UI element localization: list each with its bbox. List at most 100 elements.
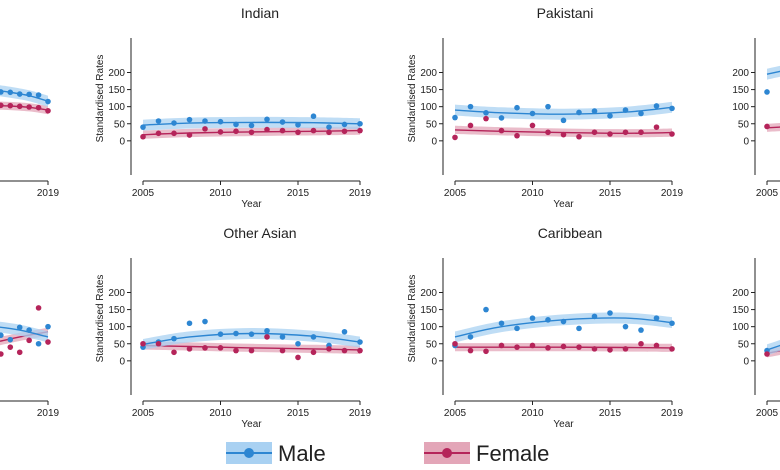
male-data-point <box>202 318 208 325</box>
male-data-point <box>171 120 177 126</box>
male-data-point <box>45 323 51 330</box>
male-data-point <box>591 313 598 320</box>
male-data-point <box>498 320 505 327</box>
male-confidence-band <box>455 101 672 120</box>
x-tick-label: 2019 <box>37 188 60 199</box>
male-data-point <box>326 124 332 130</box>
y-tick-label: 50 <box>114 339 126 350</box>
female-data-point <box>186 346 193 352</box>
x-tick-label: 2010 <box>521 188 544 199</box>
x-tick-label: 2005 <box>756 188 779 199</box>
chart-panel-7: 2005 0 50 100 150 200 <box>732 258 780 419</box>
male-data-point <box>467 103 474 110</box>
female-data-point <box>326 129 332 136</box>
male-data-point <box>26 91 32 98</box>
legend-female-label: Female <box>476 441 549 466</box>
x-tick-label: 2019 <box>349 408 372 419</box>
female-data-point <box>653 124 660 130</box>
male-data-point <box>529 110 536 117</box>
male-data-point <box>357 120 363 127</box>
y-tick-label: 50 <box>738 339 750 350</box>
male-data-point <box>140 124 146 130</box>
male-data-point <box>483 110 489 116</box>
female-data-point <box>607 131 613 137</box>
plot-area <box>140 318 363 361</box>
x-tick-label: 2019 <box>661 188 684 199</box>
female-data-point <box>155 340 162 347</box>
female-data-point <box>310 127 317 134</box>
y-tick-label: 100 <box>732 102 749 113</box>
male-data-point <box>217 331 224 337</box>
male-data-point <box>264 116 270 123</box>
male-data-point <box>16 324 23 331</box>
female-data-point <box>7 102 14 109</box>
plot-area <box>0 85 51 115</box>
male-data-point <box>514 104 520 111</box>
chart-panel-1: Indian 2005 2010 2015 2019 Year 0 50 100 150 200St… <box>95 5 372 210</box>
chart-panel-2: Pakistani 2005 2010 2015 2019 Year 0 50 100 150 20… <box>407 5 684 210</box>
male-data-point <box>248 122 255 129</box>
male-data-point <box>545 103 551 110</box>
female-data-point <box>591 346 598 352</box>
female-data-point <box>26 337 32 344</box>
male-confidence-band <box>0 321 48 343</box>
x-tick-label: 2015 <box>287 188 310 199</box>
y-tick-label: 0 <box>431 136 437 147</box>
chart-panel-5: Other Asian 2005 2010 2015 2019 Year 0 50 100 150… <box>95 225 372 430</box>
male-data-point <box>233 121 239 128</box>
male-data-point <box>279 119 286 125</box>
female-data-point <box>576 344 582 350</box>
female-data-point <box>341 128 348 135</box>
y-tick-label: 50 <box>738 119 750 130</box>
y-axis-label: Standardised Rates <box>407 275 418 363</box>
male-data-point <box>310 113 317 120</box>
plot-area <box>764 340 780 358</box>
y-tick-label: 100 <box>420 322 437 333</box>
male-data-point <box>264 327 270 334</box>
y-tick-label: 50 <box>114 119 126 130</box>
x-tick-label: 2015 <box>599 188 622 199</box>
female-data-point <box>217 129 224 135</box>
female-data-point <box>607 347 613 353</box>
female-data-point <box>638 129 644 136</box>
chart-panel-6: Caribbean 2005 2010 2015 2019 Year 0 50 100 150 20… <box>407 225 684 430</box>
y-tick-label: 0 <box>119 136 125 147</box>
x-tick-label: 2019 <box>661 408 684 419</box>
y-tick-label: 0 <box>743 356 749 367</box>
x-tick-label: 2019 <box>37 408 60 419</box>
male-data-point <box>171 335 177 342</box>
female-data-point <box>452 134 458 141</box>
female-data-point <box>35 104 42 111</box>
female-data-point <box>171 349 177 356</box>
y-tick-label: 0 <box>119 356 125 367</box>
legend-male-marker <box>244 448 254 458</box>
male-data-point <box>217 118 224 125</box>
female-data-point <box>35 305 42 311</box>
female-data-point <box>202 345 208 351</box>
male-data-point <box>7 89 14 96</box>
x-tick-label: 2010 <box>209 188 232 199</box>
panel-title: Other Asian <box>223 225 296 241</box>
male-data-point <box>186 116 193 123</box>
female-data-point <box>140 340 146 347</box>
male-data-point <box>560 318 567 325</box>
female-data-point <box>764 123 770 130</box>
male-data-point <box>514 325 520 332</box>
y-tick-label: 150 <box>420 85 437 96</box>
male-data-point <box>638 110 644 117</box>
x-axis-label: Year <box>553 419 574 430</box>
female-data-point <box>0 102 4 109</box>
female-data-point <box>45 339 51 345</box>
y-tick-label: 150 <box>732 305 749 316</box>
y-tick-label: 0 <box>743 136 749 147</box>
legend: Male Female <box>226 441 549 466</box>
chart-panel-0: 2019 <box>0 85 60 199</box>
female-data-point <box>310 349 317 356</box>
female-data-point <box>638 340 644 347</box>
x-tick-label: 2005 <box>132 408 155 419</box>
x-axis-label: Year <box>241 199 262 210</box>
female-data-point <box>326 346 332 352</box>
female-data-point <box>560 131 567 138</box>
female-data-point <box>202 126 208 132</box>
